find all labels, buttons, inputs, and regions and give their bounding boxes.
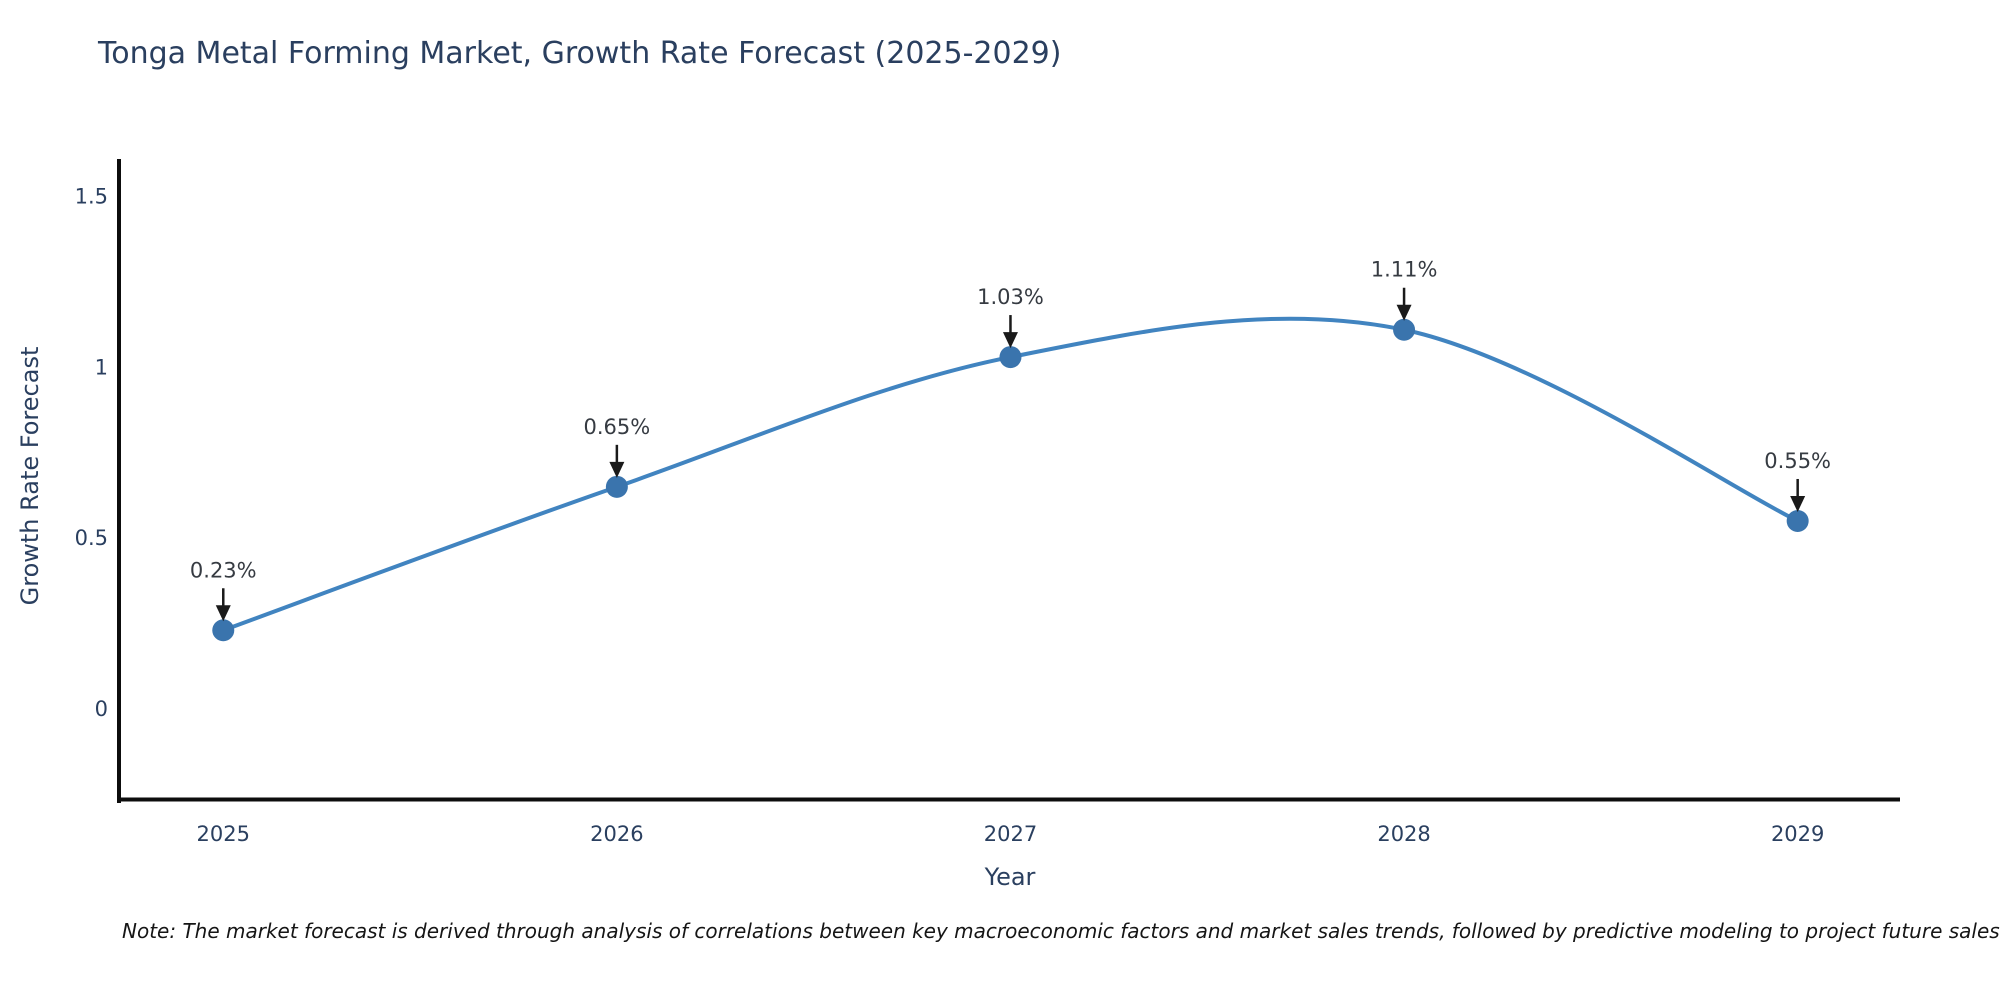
y-tick-label: 1.5	[75, 185, 108, 209]
y-tick-label: 1	[95, 355, 108, 379]
data-label: 0.55%	[1764, 449, 1831, 473]
x-axis-title: Year	[984, 863, 1036, 891]
x-tick-label: 2029	[1771, 822, 1824, 846]
data-point-marker	[605, 475, 628, 498]
annotation-arrow-head	[609, 461, 625, 478]
data-point-marker	[1786, 509, 1809, 532]
data-point-marker	[212, 619, 235, 642]
data-label: 1.03%	[977, 285, 1044, 309]
y-tick-label: 0.5	[75, 526, 108, 550]
annotation-arrow-head	[1790, 495, 1806, 512]
annotation-arrow-head	[215, 605, 231, 622]
x-tick-label: 2027	[984, 822, 1037, 846]
chart-title: Tonga Metal Forming Market, Growth Rate …	[98, 36, 1062, 71]
data-label: 1.11%	[1371, 258, 1438, 282]
data-point-marker	[1393, 318, 1416, 341]
data-point-marker	[999, 346, 1022, 369]
annotation-arrow-head	[1002, 332, 1018, 349]
annotation-arrow-head	[1396, 304, 1412, 321]
x-tick-label: 2028	[1377, 822, 1430, 846]
x-tick-label: 2026	[590, 822, 643, 846]
data-label: 0.65%	[584, 415, 651, 439]
data-label: 0.23%	[190, 558, 257, 582]
footnote: Note: The market forecast is derived thr…	[122, 919, 2000, 943]
x-tick-label: 2025	[197, 822, 250, 846]
y-tick-label: 0	[95, 697, 108, 721]
